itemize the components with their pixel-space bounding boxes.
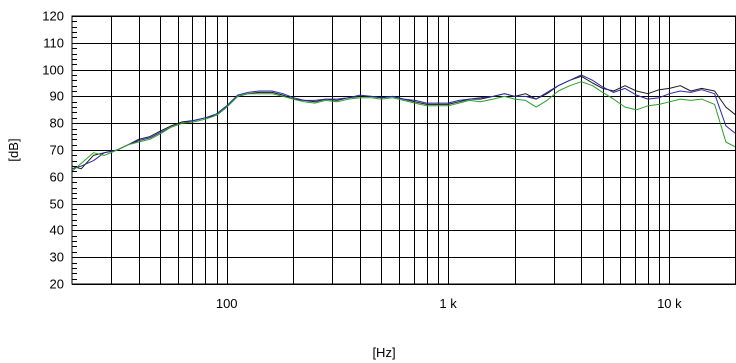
grid xyxy=(72,16,736,285)
y-tick-label: 40 xyxy=(50,223,64,238)
y-tick-label: 100 xyxy=(42,63,64,78)
ticks: 20 30 40 50 60 70 80 90 100 110 120 100 1 k 10 k xyxy=(42,9,682,312)
series-line-1 xyxy=(71,75,736,170)
x-tick-label: 100 xyxy=(216,296,238,311)
x-axis-label: [Hz] xyxy=(372,345,395,360)
y-tick-label: 60 xyxy=(50,170,64,185)
x-tick-label: 1 k xyxy=(439,296,457,311)
series-line-2 xyxy=(71,74,736,170)
y-tick-label: 80 xyxy=(50,116,64,131)
y-tick-label: 70 xyxy=(50,143,64,158)
y-tick-label: 110 xyxy=(43,36,64,51)
y-axis-label: [dB] xyxy=(6,138,21,161)
y-tick-label: 30 xyxy=(50,250,64,265)
y-tick-label: 120 xyxy=(42,9,64,24)
series-line-3 xyxy=(71,81,736,172)
x-tick-label: 10 k xyxy=(657,296,682,311)
y-tick-label: 90 xyxy=(50,89,64,104)
y-tick-label: 50 xyxy=(50,197,64,212)
y-tick-label: 20 xyxy=(50,277,64,292)
series-layer xyxy=(71,74,736,172)
